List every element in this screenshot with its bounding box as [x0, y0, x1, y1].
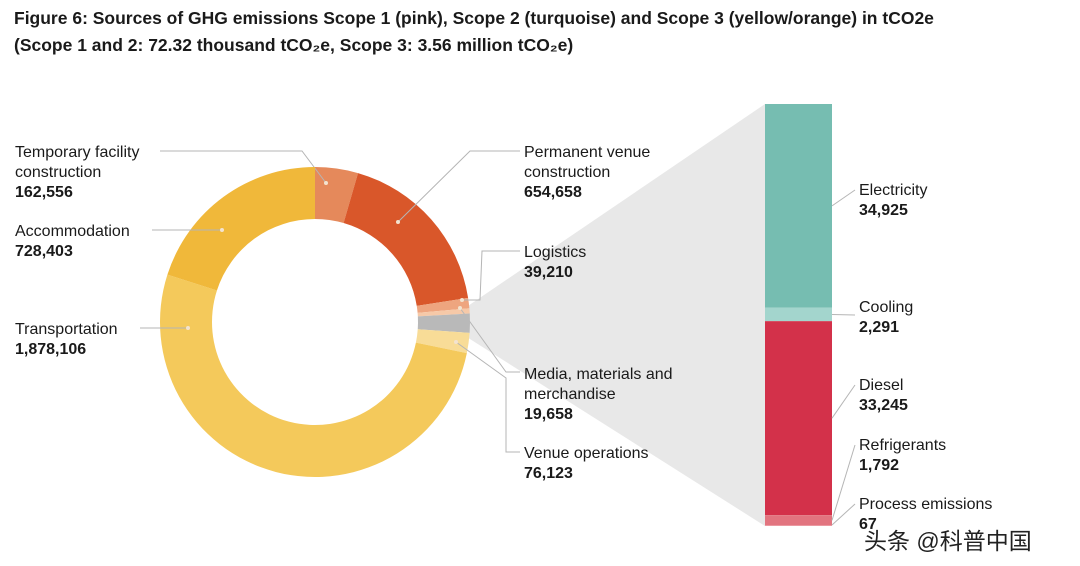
label-name: Electricity [859, 182, 928, 199]
data-label: Permanent venue construction 654,658 [524, 143, 674, 203]
label-value: 1,878,106 [15, 341, 87, 358]
leader-line [831, 313, 856, 316]
leader-dot [396, 220, 400, 224]
leader-dot [454, 340, 458, 344]
donut-slice [343, 173, 469, 306]
donut-slice [417, 308, 470, 317]
label-name: Diesel [859, 377, 904, 394]
label-name: Temporary facility construction [15, 144, 140, 181]
donut-slice [415, 329, 470, 354]
label-value: 728,403 [15, 243, 73, 260]
chart-subtitle: (Scope 1 and 2: 72.32 thousand tCO₂e, Sc… [14, 35, 574, 55]
label-name: Process emissions [859, 496, 993, 513]
label-value: 34,925 [859, 202, 908, 219]
data-label: Process emissions 67 [859, 495, 1059, 535]
donut-slice [417, 313, 470, 333]
label-value: 1,792 [859, 457, 900, 474]
leader-dot [460, 298, 464, 302]
leader-dot [458, 306, 462, 310]
bar-segment [765, 104, 832, 308]
label-value: 76,123 [524, 465, 573, 482]
label-value: 33,245 [859, 397, 908, 414]
data-label: Venue operations 76,123 [524, 444, 674, 484]
donut-slice [416, 297, 470, 313]
leader-line [160, 150, 327, 184]
label-name: Transportation [15, 321, 118, 338]
label-value: 39,210 [524, 264, 573, 281]
label-name: Permanent venue construction [524, 144, 651, 181]
marks [140, 104, 856, 526]
expansion-wedge [462, 104, 765, 526]
label-value: 162,556 [15, 184, 73, 201]
data-label: Refrigerants 1,792 [859, 436, 1059, 476]
chart-title: Figure 6: Sources of GHG emissions Scope… [14, 8, 934, 28]
data-label: Electricity 34,925 [859, 181, 1059, 221]
label-value: 2,291 [859, 319, 900, 336]
data-label: Diesel 33,245 [859, 376, 1059, 416]
label-name: Venue operations [524, 445, 649, 462]
donut-slice [160, 274, 467, 477]
leader-line [459, 307, 520, 373]
data-label: Cooling 2,291 [859, 298, 1059, 338]
label-value: 654,658 [524, 184, 582, 201]
leader-line [397, 150, 520, 223]
donut-slice [167, 167, 315, 291]
leader-dot [186, 326, 190, 330]
leader-line [831, 189, 856, 207]
label-value: 19,658 [524, 406, 573, 423]
label-name: Accommodation [15, 223, 130, 240]
bar-segment [765, 321, 832, 516]
data-label: Transportation 1,878,106 [15, 320, 165, 360]
leader-dot [220, 228, 224, 232]
leader-line [831, 444, 856, 521]
leader-line [462, 250, 520, 301]
label-name: Media, materials and merchandise [524, 366, 673, 403]
label-name: Logistics [524, 244, 587, 261]
bar-segment [765, 307, 832, 322]
label-name: Cooling [859, 299, 914, 316]
data-label: Temporary facility construction 162,556 [15, 143, 165, 203]
data-label: Media, materials and merchandise 19,658 [524, 365, 674, 425]
bar-segment [765, 515, 832, 526]
data-label: Accommodation 728,403 [15, 222, 165, 262]
leader-dot [324, 181, 328, 185]
leader-line [831, 384, 856, 419]
leader-line [455, 341, 520, 453]
leader-line [831, 503, 856, 526]
watermark: 头条 @科普中国 [864, 528, 1032, 554]
data-label: Logistics 39,210 [524, 243, 674, 283]
label-value: 67 [859, 516, 877, 533]
label-name: Refrigerants [859, 437, 947, 454]
donut-slice [315, 167, 359, 224]
